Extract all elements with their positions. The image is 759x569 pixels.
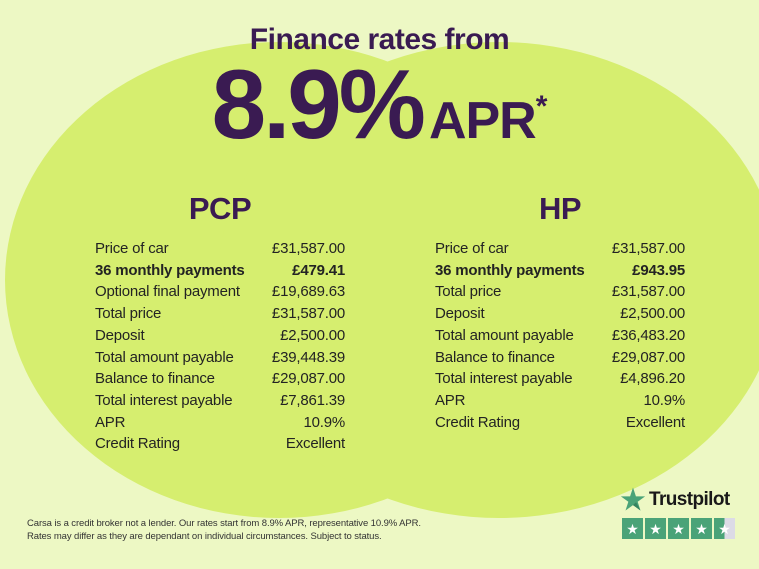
row-value: £19,689.63 — [271, 283, 345, 301]
row-value: £29,087.00 — [271, 370, 345, 388]
row-value: Excellent — [625, 413, 685, 431]
disclaimer-line-1: Carsa is a credit broker not a lender. O… — [27, 518, 421, 529]
row-value: Excellent — [285, 435, 345, 453]
table-row: Price of car £31,587.00 — [435, 238, 685, 260]
table-row: Price of car £31,587.00 — [95, 238, 345, 260]
star-box-full: ★ — [668, 518, 689, 539]
pcp-column-title: PCP — [188, 191, 252, 226]
row-value: £479.41 — [292, 261, 345, 279]
row-value: £2,500.00 — [280, 326, 345, 344]
trustpilot-rating-stars: ★ ★ ★ ★ ★ — [622, 518, 744, 539]
background-circle-right — [218, 42, 759, 518]
row-value: £31,587.00 — [271, 240, 345, 257]
table-row: Total interest payable £7,861.39 — [95, 390, 345, 412]
trustpilot-brand-text: Trustpilot — [649, 489, 730, 510]
table-row: Deposit £2,500.00 — [435, 303, 685, 325]
row-label: Credit Rating — [95, 435, 180, 453]
table-row: APR 10.9% — [435, 390, 685, 412]
row-value: £36,483.20 — [611, 326, 685, 344]
trustpilot-logo: Trustpilot — [620, 487, 744, 513]
table-row: 36 monthly payments £943.95 — [435, 260, 685, 282]
row-label: Price of car — [95, 240, 169, 257]
row-value: 10.9% — [303, 413, 345, 431]
table-row: Deposit £2,500.00 — [95, 325, 345, 347]
table-row: Balance to finance £29,087.00 — [435, 347, 685, 369]
table-row: Total amount payable £39,448.39 — [95, 347, 345, 369]
star-icon: ★ — [626, 520, 639, 537]
hp-column-title: HP — [538, 191, 582, 226]
star-icon: ★ — [672, 520, 685, 537]
row-label: Total price — [95, 305, 162, 323]
table-row: Credit Rating Excellent — [95, 433, 345, 455]
row-label: Balance to finance — [95, 370, 215, 388]
star-box-full: ★ — [645, 518, 666, 539]
row-label: Deposit — [95, 326, 145, 344]
row-label: 36 monthly payments — [435, 261, 585, 279]
row-label: Total amount payable — [95, 348, 234, 366]
pcp-column: PCP Price of car £31,587.00 36 monthly p… — [95, 192, 345, 455]
table-row: 36 monthly payments £479.41 — [95, 260, 345, 282]
table-row: Balance to finance £29,087.00 — [95, 368, 345, 390]
row-label: APR — [435, 391, 466, 409]
row-value: £4,896.20 — [620, 370, 685, 388]
row-label: Total price — [435, 283, 502, 301]
row-label: Deposit — [435, 305, 485, 323]
star-icon: ★ — [695, 520, 708, 537]
row-label: Balance to finance — [435, 348, 555, 366]
row-label: 36 monthly payments — [95, 261, 245, 279]
table-row: APR 10.9% — [95, 412, 345, 434]
trustpilot-badge: Trustpilot ★ ★ ★ ★ ★ — [620, 487, 744, 539]
row-label: Optional final payment — [95, 283, 240, 301]
rate-value: 8.9% — [211, 49, 426, 159]
table-row: Total price £31,587.00 — [95, 303, 345, 325]
row-label: Total interest payable — [435, 370, 573, 388]
hp-column: HP Price of car £31,587.00 36 monthly pa… — [435, 192, 685, 433]
table-row: Total price £31,587.00 — [435, 281, 685, 303]
banner-title: Finance rates from — [249, 23, 510, 56]
row-value: £29,087.00 — [611, 348, 685, 366]
table-row: Total amount payable £36,483.20 — [435, 325, 685, 347]
star-box-full: ★ — [622, 518, 643, 539]
row-value: £31,587.00 — [271, 305, 345, 323]
row-value: £943.95 — [632, 261, 685, 279]
row-label: APR — [95, 413, 126, 431]
row-label: Credit Rating — [435, 413, 520, 431]
row-label: Price of car — [435, 240, 509, 257]
rate-unit: APR — [428, 92, 537, 150]
rate-headline: 8.9% APR* — [0, 54, 759, 154]
row-value: £39,448.39 — [271, 348, 345, 366]
star-box-half: ★ — [714, 518, 735, 539]
disclaimer-line-2: Rates may differ as they are dependant o… — [27, 531, 382, 542]
row-value: £7,861.39 — [280, 391, 345, 409]
star-box-full: ★ — [691, 518, 712, 539]
star-icon: ★ — [649, 520, 662, 537]
row-value: £2,500.00 — [620, 305, 685, 323]
legal-disclaimer: Carsa is a credit broker not a lender. O… — [27, 517, 447, 543]
table-row: Total interest payable £4,896.20 — [435, 368, 685, 390]
star-icon: ★ — [718, 520, 731, 537]
row-label: Total amount payable — [435, 326, 574, 344]
row-label: Total interest payable — [95, 391, 233, 409]
rate-asterisk: * — [535, 90, 548, 123]
row-value: £31,587.00 — [611, 240, 685, 257]
trustpilot-star-icon — [620, 487, 646, 513]
table-row: Optional final payment £19,689.63 — [95, 281, 345, 303]
row-value: 10.9% — [643, 391, 685, 409]
table-row: Credit Rating Excellent — [435, 412, 685, 434]
row-value: £31,587.00 — [611, 283, 685, 301]
